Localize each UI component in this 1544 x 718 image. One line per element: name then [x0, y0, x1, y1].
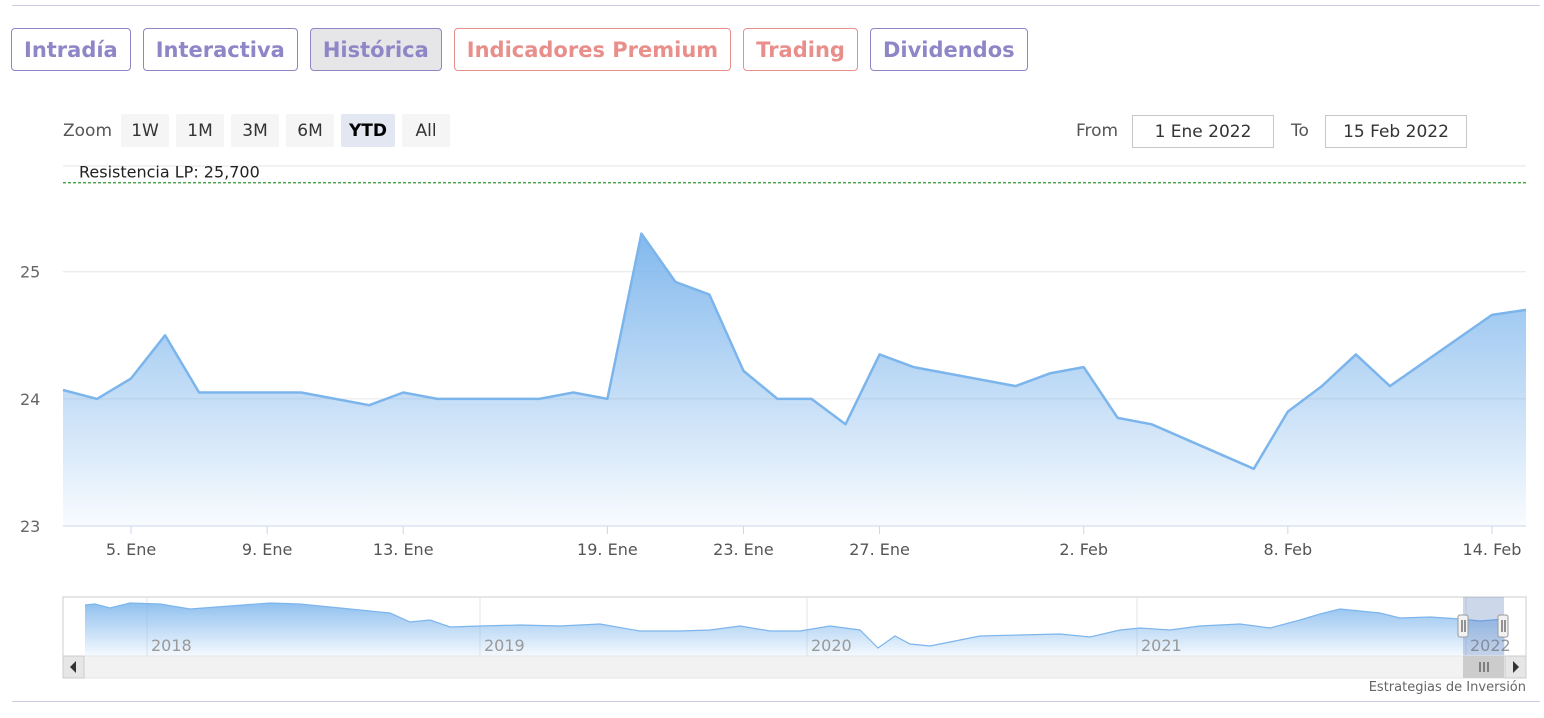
navigator-year-label: 2022 — [1470, 636, 1511, 655]
scroll-left-button[interactable] — [62, 655, 85, 679]
zoom-buttons: 1W 1M 3M 6M YTD All — [121, 114, 451, 147]
from-date-input[interactable] — [1132, 115, 1274, 148]
to-label: To — [1291, 120, 1309, 141]
tab-dividendos[interactable]: Dividendos — [869, 28, 1028, 71]
zoom-button-ytd[interactable]: YTD — [341, 114, 396, 147]
navigator-year-label: 2020 — [811, 636, 852, 655]
x-tick-label: 13. Ene — [373, 540, 434, 559]
navigator-left-handle[interactable] — [1457, 614, 1469, 638]
navigator: 2018 2019 2020 2021 2022 — [62, 596, 1527, 657]
arrow-left-icon — [70, 661, 76, 673]
x-tick-label: 27. Ene — [849, 540, 910, 559]
zoom-button-all[interactable]: All — [402, 114, 451, 147]
tab-intradía[interactable]: Intradía — [11, 28, 131, 71]
scrollbar — [62, 655, 1527, 679]
series-area — [63, 233, 1526, 526]
x-tick-label: 9. Ene — [242, 540, 292, 559]
navigator-year-labels: 2018 2019 2020 2021 2022 — [151, 636, 1511, 655]
navigator-year-label: 2021 — [1141, 636, 1182, 655]
y-axis: 23 24 25 — [20, 263, 40, 536]
y-tick-label: 23 — [20, 517, 40, 536]
zoom-button-3m[interactable]: 3M — [231, 114, 279, 147]
y-tick-label: 25 — [20, 263, 40, 282]
tab-trading[interactable]: Trading — [743, 28, 858, 71]
navigator-year-label: 2019 — [484, 636, 525, 655]
zoom-label: Zoom — [63, 121, 113, 141]
arrow-right-icon — [1513, 661, 1519, 673]
series-line — [62, 232, 1527, 471]
x-tick-label: 23. Ene — [713, 540, 774, 559]
resistance-plot-line: Resistencia LP: 25,700 — [63, 163, 1526, 184]
navigator-selection-mask[interactable] — [1463, 597, 1504, 656]
zoom-button-1m[interactable]: 1M — [176, 114, 224, 147]
navigator-right-handle[interactable] — [1497, 614, 1509, 638]
credits-text: Estrategias de Inversión — [1368, 680, 1526, 695]
navigator-series-area — [85, 603, 1505, 656]
scrollbar-track[interactable] — [62, 655, 1527, 679]
x-axis: 5. Ene 9. Ene 13. Ene 19. Ene 23. Ene 27. Ene… — [106, 526, 1522, 559]
chart-gridlines — [63, 271, 1526, 527]
x-tick-label: 19. Ene — [577, 540, 638, 559]
y-tick-label: 24 — [20, 390, 40, 409]
x-tick-label: 2. Feb — [1059, 540, 1108, 559]
x-tick-label: 8. Feb — [1263, 540, 1312, 559]
from-label: From — [1076, 120, 1119, 141]
scroll-right-button[interactable] — [1504, 655, 1527, 679]
x-tick-label: 14. Feb — [1463, 540, 1522, 559]
navigator-year-label: 2018 — [151, 636, 192, 655]
scrollbar-thumb[interactable] — [1463, 656, 1504, 678]
tab-interactiva[interactable]: Interactiva — [142, 28, 298, 71]
to-date-input[interactable] — [1325, 115, 1467, 148]
zoom-button-6m[interactable]: 6M — [286, 114, 334, 147]
tab-histórica[interactable]: Histórica — [309, 28, 442, 71]
x-tick-label: 5. Ene — [106, 540, 156, 559]
zoom-button-1w[interactable]: 1W — [121, 114, 169, 147]
navigator-series-line — [84, 602, 1506, 649]
top-divider — [12, 5, 1540, 6]
bottom-divider — [12, 701, 1540, 702]
chart-tabs: Intradía Interactiva Histórica Indicadores … — [11, 28, 1028, 71]
tab-indicadores-premium[interactable]: Indicadores Premium — [453, 28, 732, 71]
resistance-label: Resistencia LP: 25,700 — [79, 163, 260, 182]
